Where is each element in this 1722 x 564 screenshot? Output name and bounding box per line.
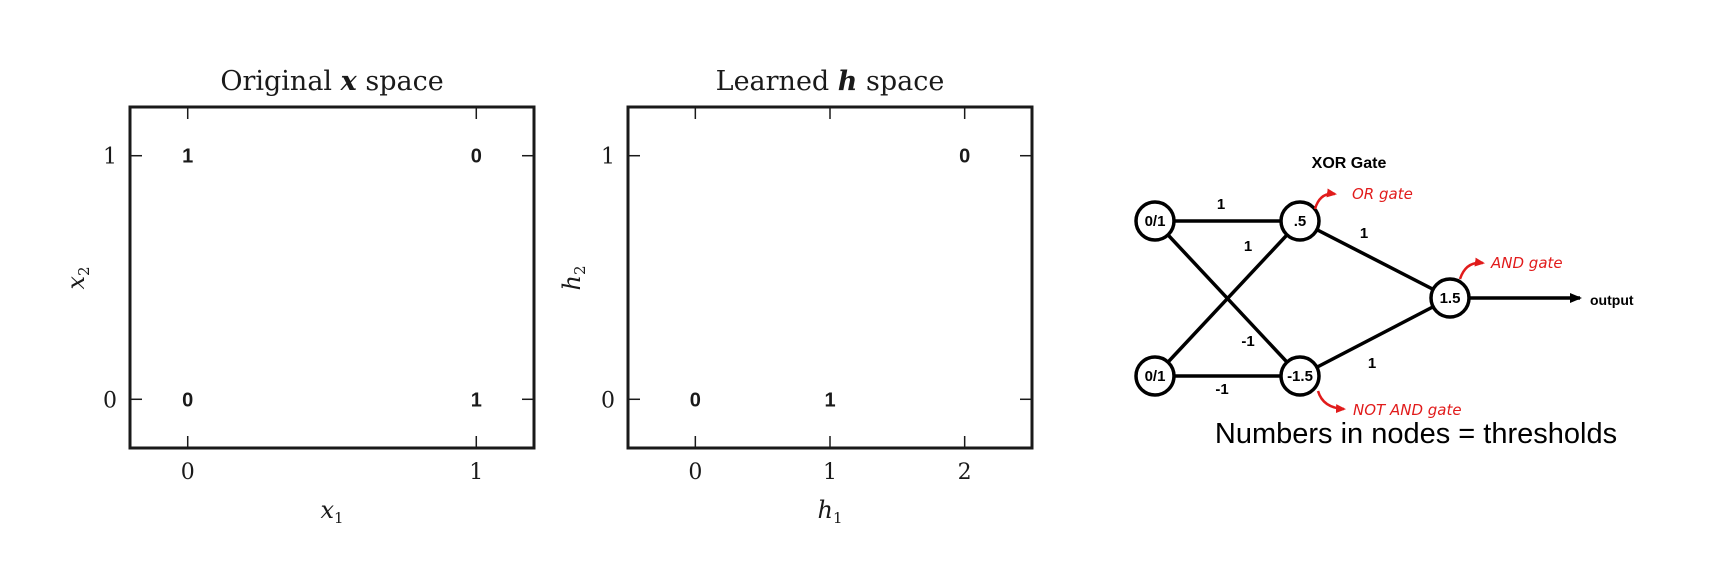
y-axis-label: h2 xyxy=(558,265,589,290)
panel-title: Original x space xyxy=(220,66,443,97)
x-tick-label: 0 xyxy=(688,460,702,485)
network-title: XOR Gate xyxy=(1312,155,1387,172)
x-tick-label: 1 xyxy=(823,460,837,485)
weight-in2-or: 1 xyxy=(1244,238,1252,255)
edge-or-and xyxy=(1299,219,1451,300)
y-tick-label: 1 xyxy=(601,145,615,170)
or-gate-annotation: OR gate xyxy=(1352,185,1413,203)
x-tick-label: 0 xyxy=(181,460,195,485)
x-tick-label: 2 xyxy=(958,460,972,485)
weight-or-and: 1 xyxy=(1360,225,1368,242)
original-x-space-panel: Original x space 0 1 0 1 1 0 0 1 x1 x2 xyxy=(62,66,536,527)
tick-group: 0 1 2 0 1 xyxy=(601,107,1032,485)
data-point: 1 xyxy=(824,389,835,411)
point-group: 0 1 0 xyxy=(690,146,970,412)
node-label: 0/1 xyxy=(1145,213,1166,230)
point-group: 1 0 0 1 xyxy=(182,146,482,412)
weight-nand-and: 1 xyxy=(1368,355,1376,372)
node-label: 1.5 xyxy=(1440,290,1461,307)
y-axis-label: x2 xyxy=(62,266,93,289)
data-point: 0 xyxy=(471,146,482,168)
node-or: .5 xyxy=(1279,200,1321,242)
edge-in2-or xyxy=(1153,219,1302,378)
tick-group: 0 1 0 1 xyxy=(103,107,534,485)
x-tick-label: 1 xyxy=(469,460,483,485)
y-tick-label: 1 xyxy=(103,145,117,170)
x-axis-label: h1 xyxy=(817,496,842,527)
plot-frame xyxy=(128,105,536,450)
weight-in1-nand: -1 xyxy=(1241,333,1254,350)
y-tick-label: 0 xyxy=(601,388,615,413)
node-and: 1.5 xyxy=(1429,277,1471,319)
node-input-1: 0/1 xyxy=(1134,200,1176,242)
xor-network-diagram: XOR Gate 1 1 -1 -1 1 1 0/1 0/1 .5 -1 xyxy=(1134,155,1634,450)
nand-annotation-arrow xyxy=(1316,390,1346,414)
node-input-2: 0/1 xyxy=(1134,355,1176,397)
output-label: output xyxy=(1590,292,1634,308)
weight-in1-or: 1 xyxy=(1217,196,1225,213)
y-tick-label: 0 xyxy=(103,388,117,413)
data-point: 1 xyxy=(182,146,193,168)
panel-title: Learned h space xyxy=(716,66,945,97)
data-point: 0 xyxy=(690,389,701,411)
node-label: 0/1 xyxy=(1145,368,1166,385)
edge-nand-and xyxy=(1299,296,1451,378)
and-gate-annotation: AND gate xyxy=(1490,254,1563,272)
data-point: 1 xyxy=(471,389,482,411)
learned-h-space-panel: Learned h space 0 1 2 0 1 0 1 0 h1 h2 xyxy=(558,66,1034,527)
node-label: .5 xyxy=(1294,213,1307,230)
not-and-gate-annotation: NOT AND gate xyxy=(1353,401,1462,419)
caption: Numbers in nodes = thresholds xyxy=(1215,418,1617,450)
data-point: 0 xyxy=(182,389,193,411)
node-nand: -1.5 xyxy=(1279,355,1321,397)
node-label: -1.5 xyxy=(1287,368,1313,385)
weight-in2-nand: -1 xyxy=(1215,381,1228,398)
data-point: 0 xyxy=(959,146,970,168)
or-annotation-arrow xyxy=(1313,188,1337,210)
and-annotation-arrow xyxy=(1458,257,1485,280)
x-axis-label: x1 xyxy=(320,496,343,527)
